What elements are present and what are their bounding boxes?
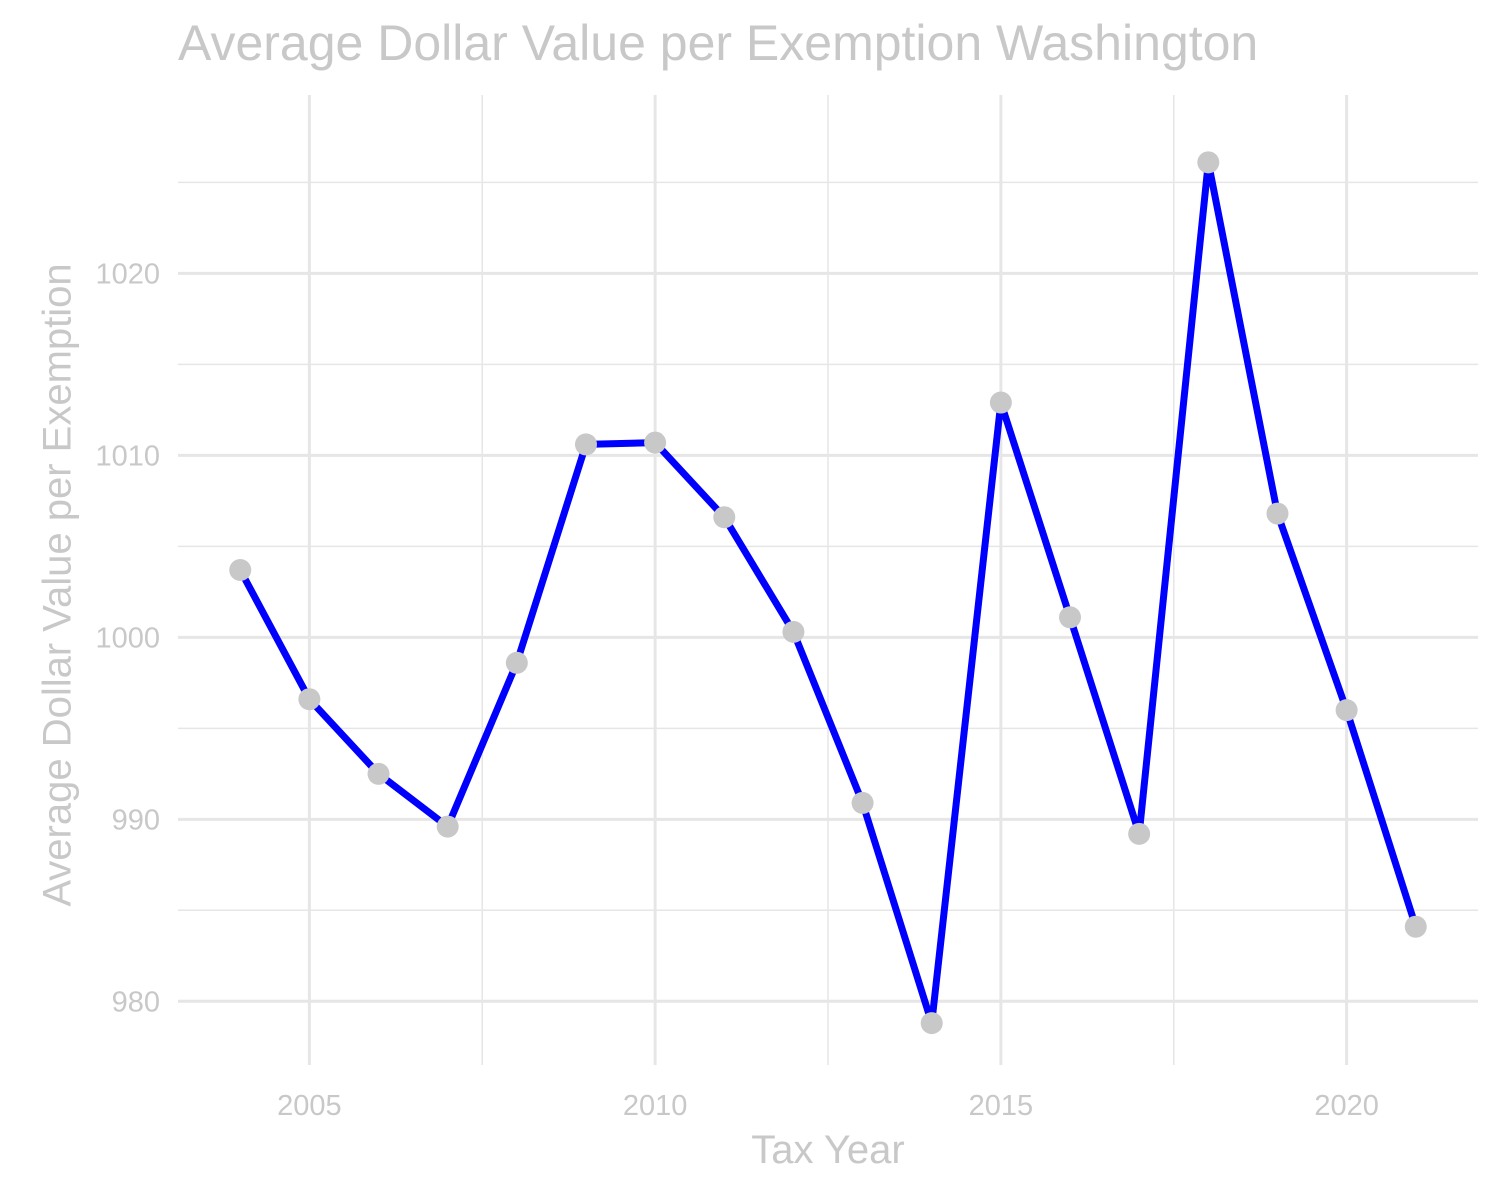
data-point (1059, 606, 1082, 629)
x-tick-label: 2015 (969, 1090, 1034, 1122)
x-tick-label: 2020 (1314, 1090, 1379, 1122)
data-point (1266, 502, 1289, 525)
data-point (644, 431, 667, 454)
data-point (713, 506, 736, 529)
y-tick-label: 990 (112, 804, 160, 836)
x-tick-label: 2005 (277, 1090, 342, 1122)
y-tick-label: 1000 (95, 622, 160, 654)
chart-title: Average Dollar Value per Exemption Washi… (178, 15, 1259, 71)
y-tick-label: 1020 (95, 258, 160, 290)
y-tick-label: 980 (112, 986, 160, 1018)
x-axis-label: Tax Year (751, 1128, 905, 1172)
data-point (574, 433, 597, 456)
data-point (1335, 699, 1358, 722)
data-point (989, 391, 1012, 414)
data-point (920, 1012, 943, 1035)
data-point (505, 651, 528, 674)
data-point (1128, 822, 1151, 845)
data-point (851, 791, 874, 814)
x-tick-label: 2010 (623, 1090, 688, 1122)
data-point (367, 762, 390, 785)
data-point (1404, 915, 1427, 938)
data-point (782, 620, 805, 643)
data-point (1197, 151, 1220, 174)
data-point (298, 688, 321, 711)
y-tick-label: 1010 (95, 440, 160, 472)
data-point (436, 815, 459, 838)
series-line (237, 158, 1420, 1027)
data-point (229, 558, 252, 581)
